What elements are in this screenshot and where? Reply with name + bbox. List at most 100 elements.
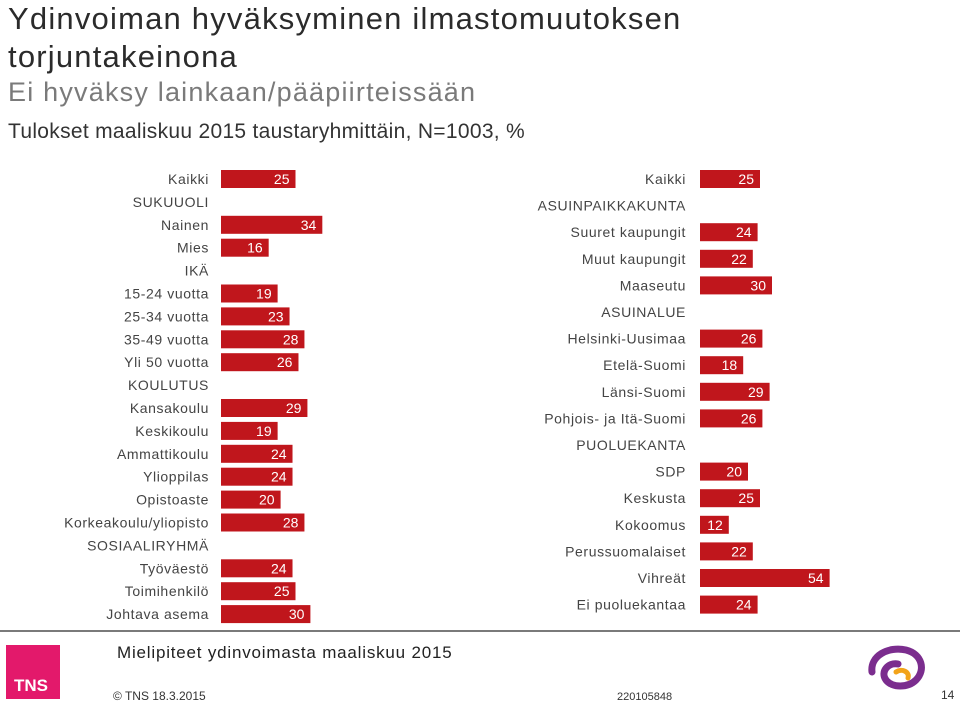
bar <box>700 170 760 188</box>
footer-divider <box>0 630 960 632</box>
bar <box>221 399 308 417</box>
category-label: Suuret kaupungit <box>571 224 686 240</box>
bar <box>700 462 748 481</box>
category-label: Ei puoluekantaa <box>577 597 686 613</box>
bar <box>221 238 269 257</box>
category-label: Perussuomalaiset <box>565 543 686 559</box>
bar <box>221 490 281 509</box>
category-label: SDP <box>655 464 686 480</box>
bar-value-label: 25 <box>738 171 754 187</box>
bar <box>221 307 290 326</box>
bar <box>700 595 758 614</box>
bar-value-label: 30 <box>750 277 766 293</box>
category-label: Pohjois- ja Itä-Suomi <box>544 410 686 426</box>
category-label: Kaikki <box>168 171 209 187</box>
bar-value-label: 26 <box>741 331 757 347</box>
category-label: Länsi-Suomi <box>602 384 686 400</box>
bar <box>700 542 753 561</box>
bar <box>221 559 293 578</box>
bar-value-label: 19 <box>256 423 272 439</box>
bar-value-label: 23 <box>268 308 284 324</box>
category-label: SUKUUOLI <box>133 194 209 210</box>
bar-value-label: 19 <box>256 286 272 302</box>
bar <box>221 444 293 463</box>
bar-value-label: 25 <box>738 490 754 506</box>
category-label: Kansakoulu <box>130 400 209 416</box>
bar-value-label: 30 <box>289 606 305 622</box>
category-label: Ammattikoulu <box>117 446 209 462</box>
bar <box>221 605 311 624</box>
swirl-logo-icon <box>868 645 925 690</box>
category-label: PUOLUEKANTA <box>576 437 686 453</box>
category-label: ASUINALUE <box>601 304 686 320</box>
category-label: Toimihenkilö <box>125 583 209 599</box>
category-label: Yli 50 vuotta <box>124 354 209 370</box>
bar-value-label: 29 <box>286 400 302 416</box>
bar-value-label: 34 <box>301 217 317 233</box>
bar <box>221 170 296 188</box>
category-label: Keskusta <box>624 490 686 506</box>
category-label: Vihreät <box>638 570 686 586</box>
bar <box>700 569 830 587</box>
tns-logo: TNS <box>6 645 60 699</box>
bar-value-label: 22 <box>731 251 747 267</box>
bar-value-label: 26 <box>741 410 757 426</box>
bar-value-label: 18 <box>722 357 738 373</box>
bar-value-label: 16 <box>247 240 263 256</box>
category-label: ASUINPAIKKAKUNTA <box>538 198 686 214</box>
bar <box>700 356 744 375</box>
category-label: Muut kaupungit <box>582 251 686 267</box>
bar <box>700 276 772 295</box>
bar <box>221 421 278 440</box>
category-label: Kokoomus <box>615 517 686 533</box>
category-label: Etelä-Suomi <box>603 357 686 373</box>
bar-charts: Kaikki 25 SUKUUOLI Nainen 34 Mies 16 IKÄ 15-24 v… <box>64 170 830 624</box>
bar <box>221 582 296 601</box>
bar-value-label: 54 <box>808 570 824 586</box>
copyright-text: © TNS 18.3.2015 <box>113 689 206 703</box>
bar <box>700 223 758 242</box>
category-label: IKÄ <box>185 263 209 279</box>
bar-value-label: 24 <box>736 224 752 240</box>
bar-value-label: 24 <box>271 560 287 576</box>
bar-value-label: 24 <box>271 469 287 485</box>
category-label: Työväestö <box>140 560 209 576</box>
bar <box>700 329 763 348</box>
bar <box>221 513 305 532</box>
bar <box>700 489 760 508</box>
bar-value-label: 29 <box>748 384 764 400</box>
bar <box>221 215 323 234</box>
bar <box>700 409 763 428</box>
bar-value-label: 24 <box>271 446 287 462</box>
category-label: Johtava asema <box>106 606 209 622</box>
category-label: 35-49 vuotta <box>124 331 209 347</box>
page-number: 14 <box>941 688 955 702</box>
category-label: Keskikoulu <box>135 423 209 439</box>
page-subtitle: Ei hyväksy lainkaan/pääpiirteissään <box>8 77 477 107</box>
category-label: Korkeakoulu/yliopisto <box>64 515 209 531</box>
footer-caption: Mielipiteet ydinvoimasta maaliskuu 2015 <box>117 643 453 662</box>
category-label: 25-34 vuotta <box>124 308 209 324</box>
bar-value-label: 28 <box>283 331 299 347</box>
category-label: Maaseutu <box>620 277 686 293</box>
bar-value-label: 22 <box>731 543 747 559</box>
bar-value-label: 28 <box>283 515 299 531</box>
bar <box>221 467 293 486</box>
category-label: SOSIAALIRYHMÄ <box>87 537 209 553</box>
bar-value-label: 20 <box>726 464 742 480</box>
category-label: Ylioppilas <box>143 469 209 485</box>
bar <box>700 249 753 268</box>
category-label: Opistoaste <box>136 492 209 508</box>
category-label: Nainen <box>161 217 209 233</box>
category-label: Mies <box>177 240 209 256</box>
category-label: Helsinki-Uusimaa <box>567 331 686 347</box>
bar-value-label: 26 <box>277 354 293 370</box>
bar <box>221 353 299 372</box>
category-label: KOULUTUS <box>128 377 209 393</box>
category-label: Kaikki <box>645 171 686 187</box>
bar-value-label: 24 <box>736 597 752 613</box>
job-number: 220105848 <box>617 691 673 703</box>
bar-value-label: 25 <box>274 171 290 187</box>
bar-value-label: 25 <box>274 583 290 599</box>
category-label: 15-24 vuotta <box>124 286 209 302</box>
